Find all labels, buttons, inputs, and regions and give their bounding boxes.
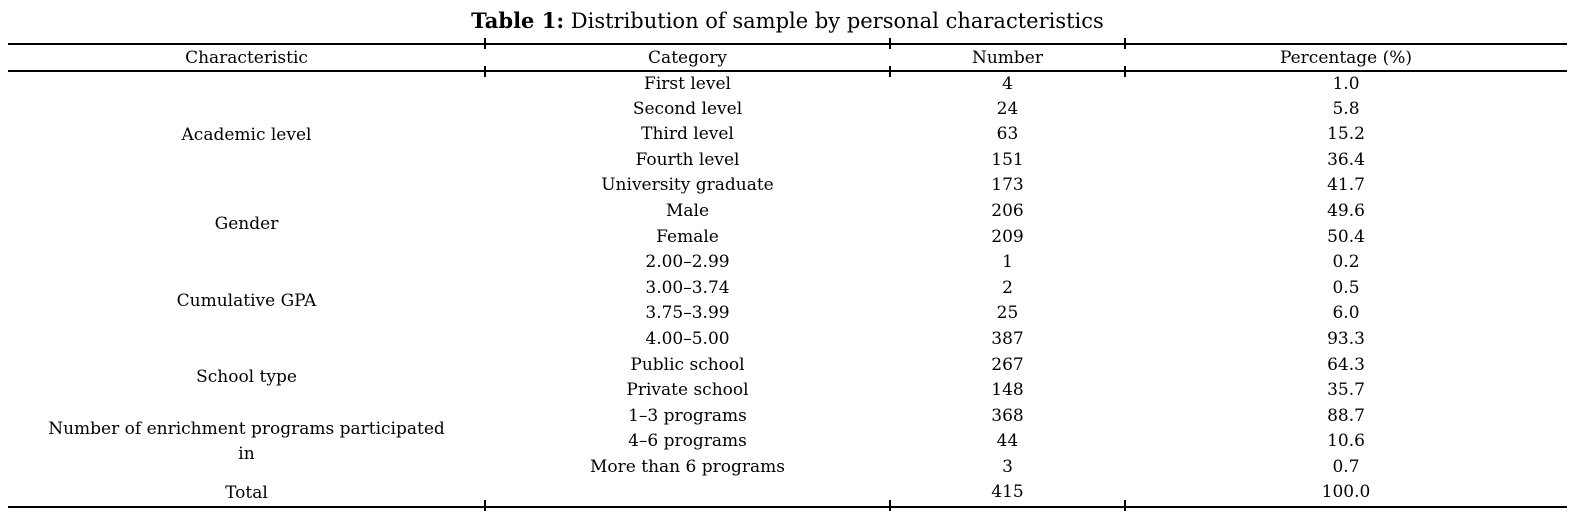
number-cell: 63 xyxy=(996,124,1019,145)
percentage-cell: 100.0 xyxy=(1125,480,1567,508)
category-cell: 2.00–2.99 xyxy=(645,252,730,273)
category-cell: 3.75–3.99 xyxy=(645,303,730,324)
header-percentage: Percentage (%) xyxy=(1125,43,1567,72)
category-cell: 4–6 programs xyxy=(628,431,747,452)
percentage-cell: 41.7 xyxy=(1327,175,1365,196)
column-separator-tick xyxy=(889,500,891,511)
table-row: Cumulative GPA 2.00–2.99 1 0.2 xyxy=(8,250,1567,311)
distribution-table: Characteristic Category Number Percentag… xyxy=(8,43,1567,508)
category-cell: 4.00–5.00 xyxy=(645,328,730,349)
table-row: More than 6 programs 3 0.7 xyxy=(8,455,1567,481)
header-characteristic: Characteristic xyxy=(8,43,485,72)
table-row: School type Public school 267 64.3 xyxy=(8,353,1567,387)
category-cell: Third level xyxy=(641,124,734,145)
category-cell: Private school xyxy=(626,380,749,401)
percentage-cell: 64.3 xyxy=(1327,354,1365,375)
table-body: Academic level First level 4 1.0 Second leve… xyxy=(8,71,1567,508)
percentage-cell: 35.7 xyxy=(1327,380,1365,401)
table-title-label: Table 1: xyxy=(471,8,565,33)
table-row: 4–6 programs 44 10.6 xyxy=(8,429,1567,455)
percentage-cell: 93.3 xyxy=(1327,328,1365,349)
category-cell: Public school xyxy=(630,354,745,375)
number-cell: 25 xyxy=(996,303,1019,324)
column-separator-tick xyxy=(1124,500,1126,511)
table-row: Fourth level 151 36.4 xyxy=(8,148,1567,174)
characteristic-cell: Number of enrichment programs participat… xyxy=(48,418,445,465)
number-cell: 209 xyxy=(991,226,1024,247)
table-row: Private school 148 35.7 xyxy=(8,378,1567,404)
table-row: 4.00–5.00 387 93.3 xyxy=(8,327,1567,353)
percentage-cell: 15.2 xyxy=(1327,124,1365,145)
percentage-cell: 88.7 xyxy=(1327,405,1365,426)
percentage-cell: 0.5 xyxy=(1332,277,1360,298)
column-separator-tick xyxy=(889,66,891,77)
category-cell: More than 6 programs xyxy=(590,456,785,477)
table-row: Number of enrichment programs participat… xyxy=(8,404,1567,464)
number-cell: 387 xyxy=(991,328,1024,349)
percentage-cell: 0.2 xyxy=(1332,252,1360,273)
table-row: Academic level First level 4 1.0 xyxy=(8,71,1567,145)
number-cell: 415 xyxy=(890,480,1125,508)
number-cell: 151 xyxy=(991,149,1024,170)
table-row: Gender Male 206 49.6 xyxy=(8,199,1567,233)
category-cell xyxy=(485,480,890,508)
characteristic-cell: Cumulative GPA xyxy=(176,290,317,311)
percentage-cell: 6.0 xyxy=(1332,303,1360,324)
column-separator-tick xyxy=(1124,38,1126,49)
number-cell: 4 xyxy=(1002,73,1013,94)
table-row: 3.75–3.99 25 6.0 xyxy=(8,301,1567,327)
number-cell: 368 xyxy=(991,405,1024,426)
percentage-cell: 1.0 xyxy=(1332,73,1360,94)
column-separator-tick xyxy=(1124,66,1126,77)
header-category: Category xyxy=(485,43,890,72)
characteristic-cell: School type xyxy=(196,367,297,388)
table-title-text: Distribution of sample by personal chara… xyxy=(570,9,1104,33)
number-cell: 148 xyxy=(991,380,1024,401)
category-cell: Second level xyxy=(632,98,743,119)
category-cell: 1–3 programs xyxy=(628,405,747,426)
characteristic-cell: Total xyxy=(8,480,485,508)
category-cell: 3.00–3.74 xyxy=(645,277,730,298)
category-cell: First level xyxy=(644,73,731,94)
percentage-cell: 10.6 xyxy=(1327,431,1365,452)
percentage-cell: 36.4 xyxy=(1327,149,1365,170)
table-title: Table 1: Distribution of sample by perso… xyxy=(0,7,1575,35)
number-cell: 24 xyxy=(996,98,1019,119)
percentage-cell: 0.7 xyxy=(1332,456,1360,477)
category-cell: University graduate xyxy=(601,175,774,196)
percentage-cell: 50.4 xyxy=(1327,226,1365,247)
column-separator-tick xyxy=(484,66,486,77)
table-row: Female 209 50.4 xyxy=(8,225,1567,251)
percentage-cell: 49.6 xyxy=(1327,200,1365,221)
table-row: University graduate 173 41.7 xyxy=(8,173,1567,199)
table-row: Total 415 100.0 xyxy=(8,480,1567,508)
column-separator-tick xyxy=(889,38,891,49)
table-header: Characteristic Category Number Percentag… xyxy=(8,43,1567,72)
number-cell: 44 xyxy=(996,431,1019,452)
number-cell: 173 xyxy=(991,175,1024,196)
category-cell: Male xyxy=(665,200,710,221)
column-separator-tick xyxy=(484,38,486,49)
column-separator-tick xyxy=(484,500,486,511)
header-number: Number xyxy=(890,43,1125,72)
characteristic-cell: Gender xyxy=(214,213,279,234)
table-row: Third level 63 15.2 xyxy=(8,122,1567,148)
number-cell: 2 xyxy=(1002,277,1013,298)
number-cell: 206 xyxy=(991,200,1024,221)
category-cell: Female xyxy=(656,226,719,247)
header-row: Characteristic Category Number Percentag… xyxy=(8,43,1567,72)
table-row: 3.00–3.74 2 0.5 xyxy=(8,276,1567,302)
characteristic-cell: Academic level xyxy=(181,124,312,145)
table-row: Second level 24 5.8 xyxy=(8,97,1567,123)
number-cell: 267 xyxy=(991,354,1024,375)
number-cell: 1 xyxy=(1002,252,1013,273)
number-cell: 3 xyxy=(1002,456,1013,477)
category-cell: Fourth level xyxy=(635,149,740,170)
percentage-cell: 5.8 xyxy=(1332,98,1360,119)
